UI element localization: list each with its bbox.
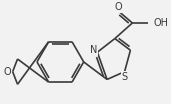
Text: OH: OH [154, 18, 169, 28]
Text: O: O [115, 2, 123, 12]
Text: S: S [122, 72, 128, 82]
Text: O: O [4, 67, 12, 77]
Text: N: N [90, 45, 97, 55]
